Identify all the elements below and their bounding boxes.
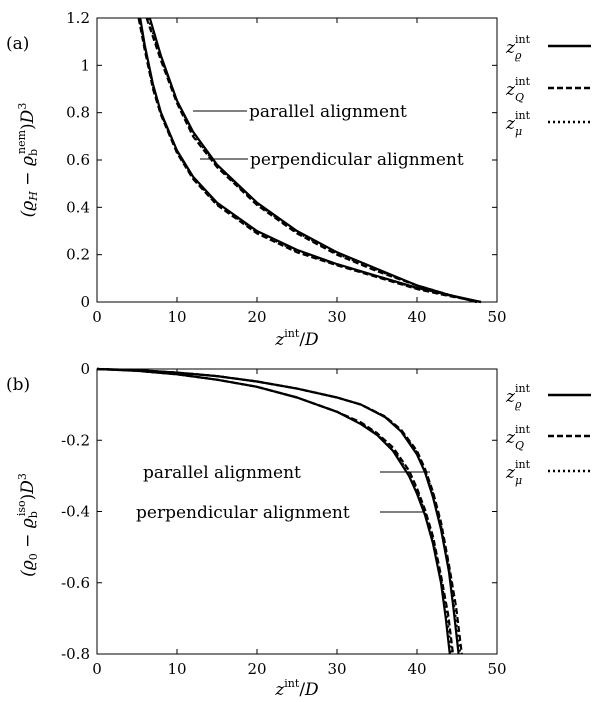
x-tick-label-b: 50 <box>487 660 506 678</box>
y-tick-label-a: 0.6 <box>66 151 90 169</box>
y-tick-label-a: 0.4 <box>66 198 90 216</box>
y-tick-label-a: 1 <box>80 56 90 74</box>
panel-a: (a) parallel alignment perpendicular ali… <box>6 33 591 350</box>
series-line-b-2 <box>96 367 462 655</box>
legend-entry-q-b: zint Q <box>505 423 591 452</box>
legend-label-q-b: zint Q <box>505 423 531 452</box>
y-tick-label-b: 0 <box>80 360 90 378</box>
series-line-b-1 <box>96 367 463 655</box>
legend-label-mu-b: zint μ <box>505 458 531 487</box>
y-tick-label-b: -0.2 <box>61 431 90 449</box>
legend-label-rho-b: zint ϱ <box>505 382 531 411</box>
y-tick-label-a: 1.2 <box>66 9 90 27</box>
legend-entry-mu-a: zint μ <box>505 109 591 138</box>
legend-b: zint ϱ zint Q zint μ <box>505 382 591 487</box>
y-axis-label-b: (ϱ0 − ϱbiso)D3 <box>15 473 40 577</box>
annotation-perpendicular-a: perpendicular alignment <box>250 150 464 170</box>
x-tick-label-a: 10 <box>167 308 186 326</box>
x-tick-label-a: 40 <box>407 308 426 326</box>
x-tick-label-b: 20 <box>247 660 266 678</box>
x-tick-label-a: 0 <box>92 308 102 326</box>
legend-label-q-a: zint Q <box>505 75 531 104</box>
y-tick-label-b: -0.6 <box>61 574 90 592</box>
annotation-parallel-a: parallel alignment <box>249 102 407 122</box>
series-line-a-2 <box>147 17 478 304</box>
legend-label-rho-a: zint ϱ <box>505 33 531 62</box>
panel-b: (b) parallel alignment perpendicular ali… <box>6 375 591 700</box>
x-tick-label-a: 30 <box>327 308 346 326</box>
x-tick-label-b: 40 <box>407 660 426 678</box>
x-axis-label-b: zint/D <box>274 677 319 700</box>
annotation-parallel-b: parallel alignment <box>143 463 301 483</box>
panel-b-annotations: parallel alignment perpendicular alignme… <box>136 463 430 523</box>
plot-area-b: 0 10 20 30 40 50 0 -0.2 -0.4 -0.6 -0.8 <box>61 360 506 678</box>
x-tick-label-b: 0 <box>92 660 102 678</box>
y-axis-label-a: (ϱH − ϱbnem)D3 <box>15 103 40 218</box>
y-tick-label-b: -0.8 <box>61 645 90 663</box>
x-tick-label-a: 50 <box>487 308 506 326</box>
panel-b-label: (b) <box>6 375 30 395</box>
legend-entry-rho-b: zint ϱ <box>505 382 591 411</box>
legend-label-mu-a: zint μ <box>505 109 531 138</box>
y-tick-label-a: 0 <box>80 293 90 311</box>
panel-a-annotations: parallel alignment perpendicular alignme… <box>193 102 464 170</box>
x-tick-label-a: 20 <box>247 308 266 326</box>
y-tick-label-a: 0.2 <box>66 246 90 264</box>
legend-entry-q-a: zint Q <box>505 75 591 104</box>
plot-area-a: 0 10 20 30 40 50 0 0.2 0.4 0.6 0.8 1 1.2 <box>66 9 506 326</box>
annotation-perpendicular-b: perpendicular alignment <box>136 503 350 523</box>
panel-a-label: (a) <box>6 34 29 54</box>
x-tick-label-b: 10 <box>167 660 186 678</box>
x-tick-label-b: 30 <box>327 660 346 678</box>
x-axis-label-a: zint/D <box>274 327 319 350</box>
legend-entry-mu-b: zint μ <box>505 458 591 487</box>
y-tick-label-b: -0.4 <box>61 503 90 521</box>
legend-entry-rho-a: zint ϱ <box>505 33 591 62</box>
series-line-b-5 <box>96 367 453 655</box>
series-line-a-3 <box>139 17 482 304</box>
legend-a: zint ϱ zint Q zint μ <box>505 33 591 138</box>
y-tick-label-a: 0.8 <box>66 104 90 122</box>
